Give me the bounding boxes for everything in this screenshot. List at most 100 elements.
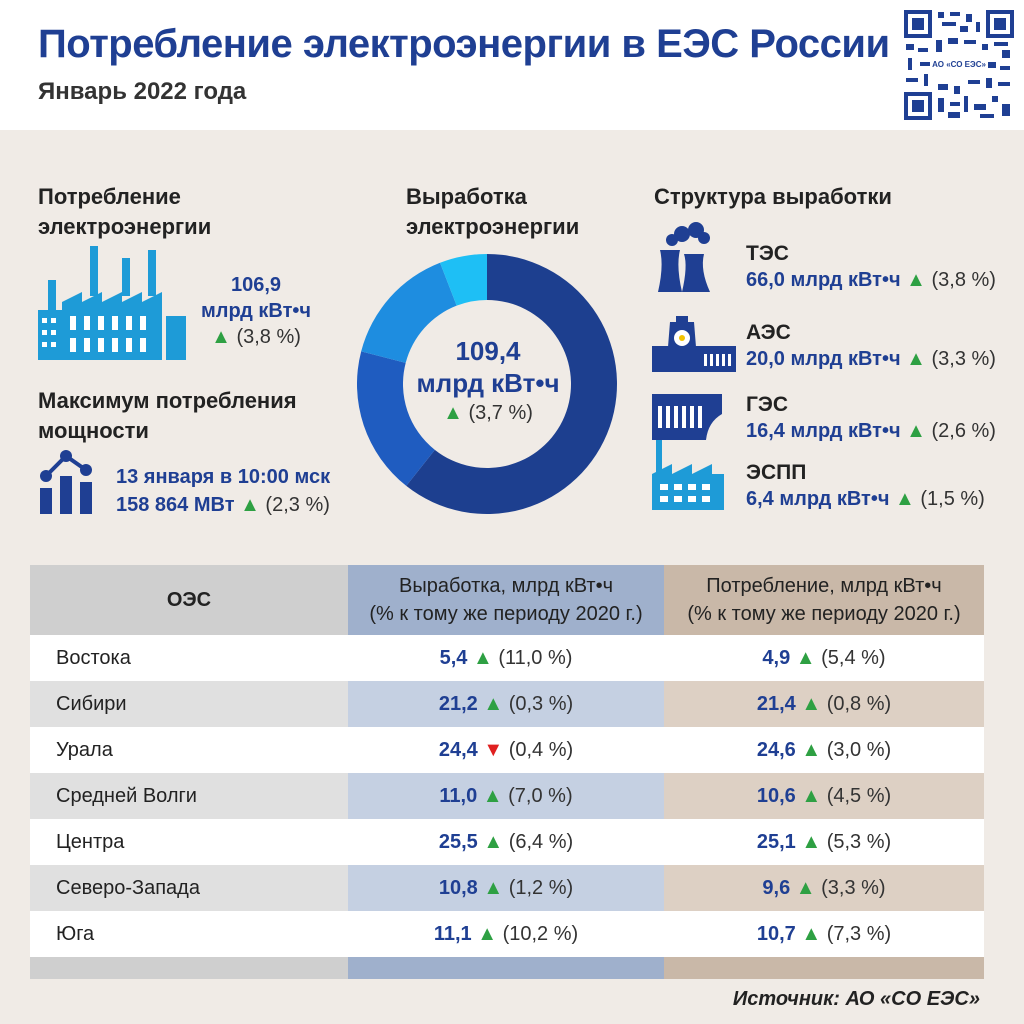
cell-consumption: 21,4 ▲ (0,8 %) [664,681,984,727]
peak-chart-icon [40,450,92,514]
structure-item-value: 6,4 млрд кВт•ч [746,488,890,510]
table-row: Урала 24,4 ▼ (0,4 %) 24,6 ▲ (3,0 %) [30,727,984,773]
consumption-number: 106,9 [230,274,282,296]
structure-item-name: ЭСПП [746,461,807,484]
cell-region: Юга [30,911,348,957]
region-name: Северо-Запада [56,876,200,899]
table-row: Северо-Запада 10,8 ▲ (1,2 %) 9,6 ▲ (3,3 %) [30,865,984,911]
trend-up-icon: ▲ [483,692,504,715]
table-header-generation-line1: Выработка, млрд кВт•ч [398,575,613,597]
peak-heading: Максимум потребления мощности [38,386,297,446]
cell-consumption: 10,6 ▲ (4,5 %) [664,773,984,819]
trend-up-icon: ▲ [906,420,926,442]
consumption-change: (7,3 %) [826,922,892,945]
consumption-change: (4,5 %) [826,784,892,807]
table-footer-consumption [664,957,984,979]
generation-change: (7,0 %) [508,784,573,807]
generation-change: (11,0 %) [498,646,573,669]
peak-number: 158 864 МВт [116,494,235,516]
trend-up-icon: ▲ [483,830,504,853]
consumption-value: 10,6 [756,784,796,807]
table-row: Средней Волги 11,0 ▲ (7,0 %) 10,6 ▲ (4,5 %… [30,773,984,819]
trend-up-icon: ▲ [801,830,822,853]
cell-generation: 11,1 ▲ (10,2 %) [348,911,664,957]
structure-item-name: ТЭС [746,242,789,265]
table-header-generation-line2: (% к тому же периоду 2020 г.) [369,603,643,625]
table-header-consumption-line2: (% к тому же периоду 2020 г.) [687,603,961,625]
generation-heading-line2: электроэнергии [406,214,580,239]
structure-item-change: (2,6 %) [931,420,996,442]
consumption-value: 9,6 [762,876,791,899]
consumption-unit: млрд кВт•ч [200,300,312,322]
region-name: Юга [56,922,95,945]
cell-consumption: 24,6 ▲ (3,0 %) [664,727,984,773]
tes-plant-icon [658,222,710,292]
generation-change: (6,4 %) [508,830,574,853]
table-row: Центра 25,5 ▲ (6,4 %) 25,1 ▲ (5,3 %) [30,819,984,865]
ges-dam-icon [652,394,722,440]
generation-value: 21,2 [438,692,478,715]
cell-generation: 11,0 ▲ (7,0 %) [348,773,664,819]
header: Потребление электроэнергии в ЕЭС России … [0,0,1024,130]
consumption-heading-line2: электроэнергии [38,214,212,239]
consumption-value: 106,9 млрд кВт•ч ▲ (3,8 %) [196,272,316,350]
espp-factory-icon [652,440,724,510]
table-header-consumption: Потребление, млрд кВт•ч (% к тому же пер… [664,565,984,635]
table-header-generation: Выработка, млрд кВт•ч (% к тому же перио… [348,565,664,635]
generation-change: (1,2 %) [508,876,574,899]
consumption-change: (3,0 %) [826,738,892,761]
page-title: Потребление электроэнергии в ЕЭС России [38,22,890,66]
generation-change: (0,4 %) [508,738,574,761]
consumption-heading-line1: Потребление [38,184,181,209]
trend-up-icon: ▲ [801,738,822,761]
trend-up-icon: ▲ [906,269,926,291]
peak-date: 13 января в 10:00 мск [116,466,331,488]
generation-value: 5,4 [439,646,468,669]
generation-number: 109,4 [455,336,521,366]
trend-up-icon: ▲ [889,488,915,510]
region-name: Сибири [56,692,127,715]
consumption-change: (3,8 %) [236,326,301,348]
qr-code-icon[interactable] [902,8,1016,122]
source-note: Источник: АО «СО ЕЭС» [732,988,980,1010]
cell-generation: 25,5 ▲ (6,4 %) [348,819,664,865]
structure-item-change: (1,5 %) [920,488,985,510]
consumption-value: 4,9 [762,646,791,669]
cell-consumption: 9,6 ▲ (3,3 %) [664,865,984,911]
cell-consumption: 25,1 ▲ (5,3 %) [664,819,984,865]
structure-item-value: 66,0 млрд кВт•ч [746,269,901,291]
region-name: Урала [56,738,113,761]
cell-generation: 24,4 ▼ (0,4 %) [348,727,664,773]
donut-center-label: 109,4 млрд кВт•ч ▲ (3,7 %) [390,335,586,427]
generation-change: (0,3 %) [508,692,574,715]
generation-heading-line1: Выработка [406,184,527,209]
peak-heading-line2: мощности [38,418,149,443]
consumption-change: (3,3 %) [821,876,886,899]
table-row: Сибири 21,2 ▲ (0,3 %) 21,4 ▲ (0,8 %) [30,681,984,727]
cell-region: Востока [30,635,348,681]
table-header-consumption-line1: Потребление, млрд кВт•ч [706,575,942,597]
cell-generation: 21,2 ▲ (0,3 %) [348,681,664,727]
cell-consumption: 4,9 ▲ (5,4 %) [664,635,984,681]
cell-region: Средней Волги [30,773,348,819]
table-footer-generation [348,957,664,979]
generation-heading: Выработка электроэнергии [406,182,579,242]
trend-up-icon: ▲ [801,922,822,945]
consumption-value: 24,6 [756,738,796,761]
consumption-change: (0,8 %) [826,692,892,715]
trend-up-icon: ▲ [795,876,816,899]
consumption-heading: Потребление электроэнергии [38,182,211,242]
structure-heading: Структура выработки [654,184,892,209]
consumption-change: (5,3 %) [826,830,892,853]
donut-slice-2 [357,351,435,486]
region-name: Средней Волги [56,784,197,807]
table-footer-region [30,957,348,979]
trend-up-icon: ▲ [443,402,463,424]
table-footer-bar [30,957,984,979]
cell-region: Урала [30,727,348,773]
region-name: Центра [56,830,125,853]
structure-item-name: АЭС [746,321,791,344]
trend-up-icon: ▲ [801,692,822,715]
generation-value: 10,8 [438,876,478,899]
cell-generation: 10,8 ▲ (1,2 %) [348,865,664,911]
